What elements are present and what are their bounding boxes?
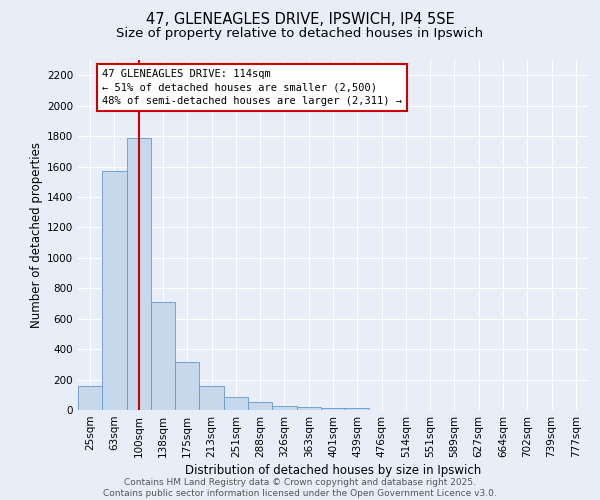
Bar — [127, 138, 151, 410]
Bar — [151, 302, 175, 410]
Text: 47, GLENEAGLES DRIVE, IPSWICH, IP4 5SE: 47, GLENEAGLES DRIVE, IPSWICH, IP4 5SE — [146, 12, 454, 28]
Bar — [321, 408, 345, 410]
Bar — [78, 386, 102, 410]
Text: 47 GLENEAGLES DRIVE: 114sqm
← 51% of detached houses are smaller (2,500)
48% of : 47 GLENEAGLES DRIVE: 114sqm ← 51% of det… — [102, 69, 402, 106]
Text: Contains HM Land Registry data © Crown copyright and database right 2025.
Contai: Contains HM Land Registry data © Crown c… — [103, 478, 497, 498]
Bar — [224, 396, 248, 410]
Text: Size of property relative to detached houses in Ipswich: Size of property relative to detached ho… — [116, 28, 484, 40]
Bar — [175, 362, 199, 410]
Y-axis label: Number of detached properties: Number of detached properties — [30, 142, 43, 328]
Bar — [199, 386, 224, 410]
Bar — [272, 406, 296, 410]
Bar — [102, 171, 127, 410]
X-axis label: Distribution of detached houses by size in Ipswich: Distribution of detached houses by size … — [185, 464, 481, 477]
Bar — [345, 408, 370, 410]
Bar — [296, 408, 321, 410]
Bar — [248, 402, 272, 410]
